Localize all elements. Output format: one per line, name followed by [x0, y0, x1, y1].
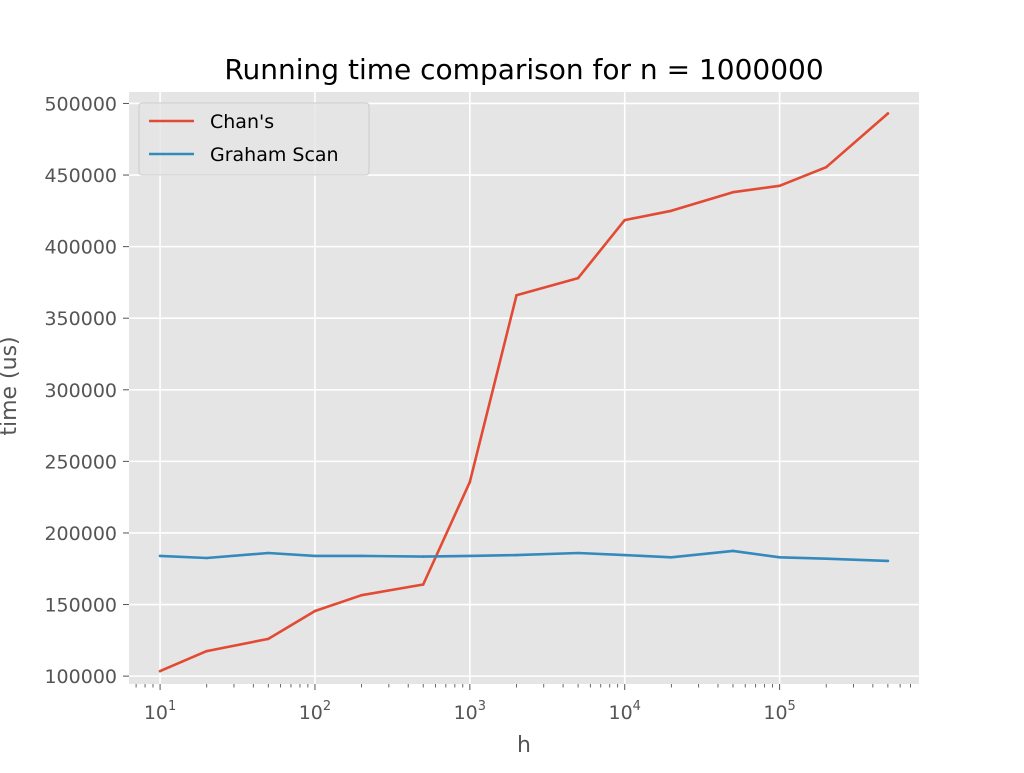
y-axis-label: time (us): [0, 336, 22, 435]
legend: Chan's Graham Scan: [138, 102, 370, 176]
x-tick-label: 103: [454, 699, 486, 724]
x-tick-label-exponent: 4: [633, 699, 641, 714]
data-point: [158, 669, 162, 673]
data-point: [468, 554, 472, 558]
minor-ticks: [123, 102, 911, 690]
data-point: [267, 551, 270, 555]
y-tick-label: 350000: [44, 308, 117, 330]
y-tick-label: 100000: [44, 666, 117, 688]
x-tick-label-exponent: 3: [478, 699, 486, 714]
data-point: [576, 276, 580, 280]
x-tick-label: 101: [144, 699, 176, 724]
x-tick-label: 104: [608, 699, 640, 724]
data-point: [421, 583, 425, 586]
data-point: [623, 553, 627, 557]
y-tick-label: 250000: [44, 451, 117, 473]
data-point: [576, 551, 580, 555]
x-tick-label: 105: [763, 699, 795, 724]
y-tick-label: 400000: [44, 237, 117, 259]
data-point: [778, 555, 781, 559]
data-point: [205, 649, 209, 653]
y-tick-label: 450000: [44, 165, 117, 187]
data-point: [623, 218, 627, 222]
data-point: [360, 554, 363, 558]
y-tick-label: 200000: [44, 523, 117, 545]
data-point: [731, 190, 735, 194]
data-point: [824, 165, 828, 169]
data-point: [670, 209, 673, 213]
x-tick-label-base: 10: [144, 702, 168, 724]
grid-lines: [129, 92, 919, 684]
legend-label-chans: Chan's: [210, 111, 274, 133]
x-tick-label-base: 10: [763, 702, 787, 724]
y-tick-label: 300000: [44, 380, 117, 402]
data-point: [731, 549, 735, 553]
legend-box: [138, 102, 370, 176]
data-point: [468, 480, 472, 484]
tick-labels: 101 102 103 104 1051000001500002000002500003…: [44, 93, 795, 724]
data-point: [670, 555, 673, 559]
y-tick-label: 500000: [44, 93, 117, 115]
data-point: [778, 184, 781, 188]
data-point: [421, 555, 425, 558]
data-point: [360, 593, 363, 597]
data-point: [267, 637, 270, 641]
x-tick-label-base: 10: [454, 702, 478, 724]
plot-background: [129, 92, 919, 684]
x-tick-label: 102: [299, 699, 331, 724]
data-point: [886, 559, 890, 563]
data-point: [886, 112, 890, 115]
x-tick-label-exponent: 2: [323, 699, 331, 714]
x-tick-label-base: 10: [608, 702, 632, 724]
data-point: [313, 554, 317, 558]
data-point: [824, 557, 828, 561]
legend-label-graham-scan: Graham Scan: [210, 144, 339, 166]
x-axis-label: h: [517, 733, 531, 758]
data-point: [158, 554, 162, 558]
y-tick-label: 150000: [44, 595, 117, 617]
data-point: [205, 556, 209, 560]
data-point: [515, 553, 518, 557]
x-tick-label-exponent: 1: [168, 699, 176, 714]
data-point: [515, 293, 518, 297]
data-point: [313, 609, 317, 613]
x-tick-label-exponent: 5: [788, 699, 796, 714]
x-tick-label-base: 10: [299, 702, 323, 724]
chart-title: Running time comparison for n = 1000000: [224, 53, 823, 86]
data-series: [158, 112, 890, 673]
